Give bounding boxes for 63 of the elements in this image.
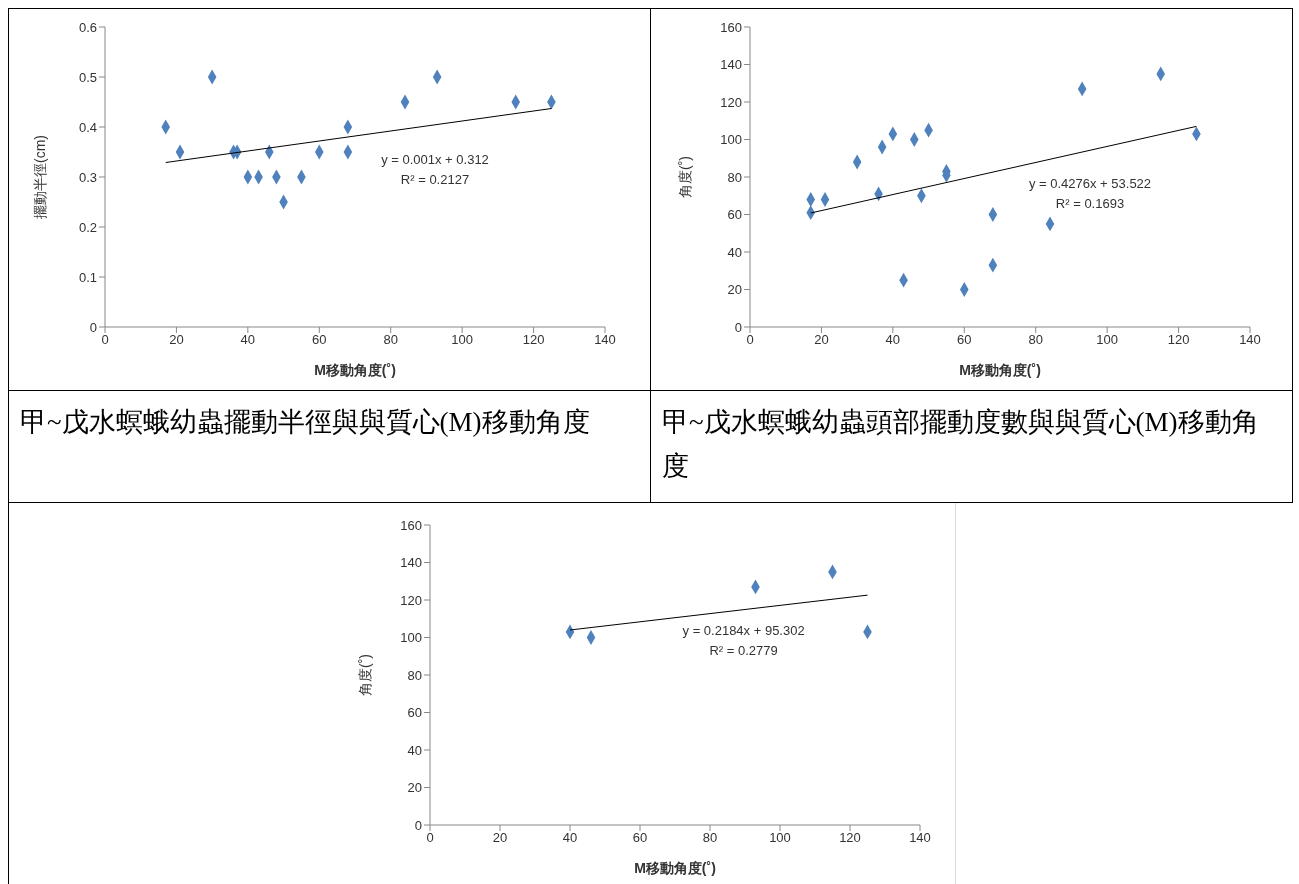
x-tick-label: 80 [1028, 332, 1043, 348]
x-tick-label: 0 [101, 332, 109, 348]
x-tick-label: 120 [522, 332, 545, 348]
annotation: R² = 0.2127 [399, 171, 471, 189]
y-tick-label: 80 [407, 667, 422, 683]
y-tick-label: 0.2 [78, 219, 97, 235]
x-tick-label: 120 [1167, 332, 1190, 348]
y-tick-label: 0 [89, 319, 97, 335]
y-tick-label: 0.1 [78, 269, 97, 285]
x-tick-label: 100 [1096, 332, 1118, 348]
y-tick-label: 0.5 [78, 69, 97, 85]
y-tick-label: 160 [400, 517, 422, 533]
y-tick-label: 40 [407, 742, 422, 758]
x-tick-label: 40 [562, 830, 578, 846]
y-tick-label: 0 [414, 817, 422, 833]
y-axis-title: 擺動半徑(cm) [31, 135, 48, 219]
x-tick-label: 140 [909, 830, 931, 846]
annotation: y = 0.2184x + 95.302 [681, 622, 806, 640]
x-tick-label: 40 [240, 332, 256, 348]
x-tick-label: 100 [451, 332, 473, 348]
y-axis-title: 角度(˚) [356, 654, 373, 696]
y-tick-label: 20 [407, 780, 422, 796]
x-tick-label: 140 [594, 332, 616, 348]
x-tick-label: 40 [885, 332, 901, 348]
x-tick-label: 0 [746, 332, 754, 348]
y-tick-label: 140 [400, 555, 422, 571]
x-tick-label: 80 [383, 332, 398, 348]
y-tick-label: 120 [400, 592, 422, 608]
x-axis-title: M移動角度(˚) [634, 860, 716, 876]
y-tick-label: 0.4 [78, 119, 97, 135]
x-tick-label: 80 [702, 830, 718, 846]
y-tick-label: 80 [727, 169, 742, 185]
x-tick-label: 100 [769, 830, 791, 846]
x-tick-label: 60 [957, 332, 972, 348]
x-tick-label: 140 [1239, 332, 1261, 348]
annotation: R² = 0.2779 [708, 642, 779, 660]
annotation: y = 0.001x + 0.312 [380, 151, 490, 169]
annotation: R² = 0.1693 [1054, 195, 1126, 213]
y-axis-title: 角度(˚) [676, 156, 693, 198]
y-tick-label: 20 [727, 282, 742, 298]
x-tick-label: 0 [426, 830, 434, 846]
y-tick-label: 60 [407, 705, 422, 721]
x-tick-label: 20 [814, 332, 829, 348]
y-tick-label: 0.3 [78, 169, 97, 185]
y-tick-label: 0.6 [78, 19, 97, 35]
y-tick-label: 140 [720, 57, 742, 73]
x-tick-label: 20 [492, 830, 508, 846]
annotation: y = 0.4276x + 53.522 [1027, 175, 1153, 193]
x-tick-label: 20 [169, 332, 184, 348]
y-tick-label: 100 [720, 132, 742, 148]
x-tick-label: 60 [312, 332, 327, 348]
text: 甲~戊水螟蛾幼蟲頭部擺動度數與與質心(M)移動角度 [662, 406, 1260, 483]
y-tick-label: 60 [727, 207, 742, 223]
y-tick-label: 160 [720, 19, 742, 35]
y-tick-label: 120 [720, 94, 742, 110]
y-tick-label: 0 [734, 319, 742, 335]
x-tick-label: 120 [839, 830, 861, 846]
y-tick-label: 100 [400, 630, 422, 646]
text: 甲~戊水螟蛾幼蟲擺動半徑與與質心(M)移動角度 [20, 406, 591, 439]
y-tick-label: 40 [727, 244, 742, 260]
x-axis-title: M移動角度(˚) [959, 362, 1041, 378]
x-tick-label: 60 [632, 830, 648, 846]
x-axis-title: M移動角度(˚) [314, 362, 396, 378]
